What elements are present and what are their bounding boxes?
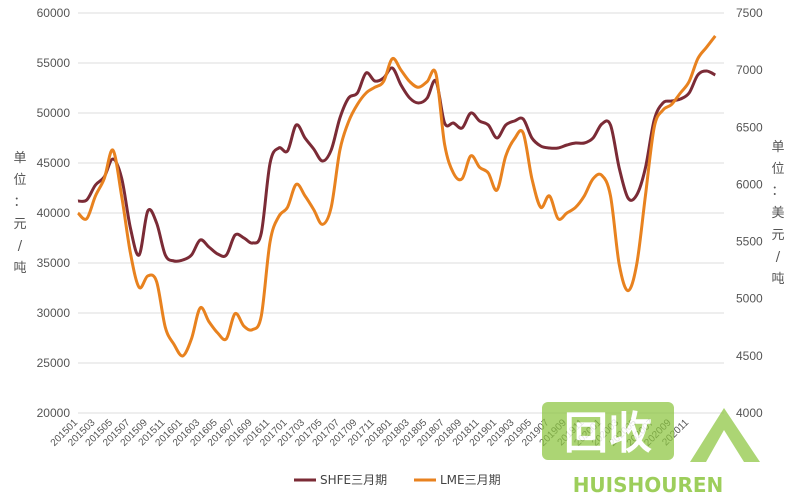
watermark-arrow-icon bbox=[690, 408, 760, 462]
y-right-tick-label: 4500 bbox=[736, 349, 763, 363]
left-axis-label: 单位：元/吨 bbox=[13, 151, 26, 276]
left-y-axis-ticks: 20000 25000 30000 35000 40000 45000 50000 55000… bbox=[37, 6, 71, 420]
y-left-tick-label: 20000 bbox=[37, 406, 71, 420]
y-left-tick-label: 55000 bbox=[37, 56, 71, 70]
y-right-tick-label: 7000 bbox=[736, 63, 763, 77]
y-left-tick-label: 60000 bbox=[37, 6, 71, 20]
y-right-tick-label: 6000 bbox=[736, 177, 763, 191]
left-axis-label-text: 单位：元/吨 bbox=[13, 151, 26, 276]
y-left-tick-label: 25000 bbox=[37, 356, 71, 370]
right-axis-label: 单位：美元/吨 bbox=[771, 140, 784, 287]
y-left-tick-label: 50000 bbox=[37, 106, 71, 120]
y-left-tick-label: 45000 bbox=[37, 156, 71, 170]
legend-label-shfe: SHFE三月期 bbox=[320, 473, 387, 487]
watermark-logo: 回收 HUISHOUREN bbox=[542, 402, 760, 497]
watermark-logo-text: 回收 bbox=[564, 408, 652, 459]
watermark-logo-box bbox=[542, 402, 674, 460]
y-right-tick-label: 7500 bbox=[736, 6, 763, 20]
y-left-tick-label: 35000 bbox=[37, 256, 71, 270]
y-left-tick-label: 40000 bbox=[37, 206, 71, 220]
watermark-domain-text: HUISHOUREN bbox=[573, 473, 724, 497]
right-axis-label-text: 单位：美元/吨 bbox=[771, 140, 784, 287]
legend-label-lme: LME三月期 bbox=[440, 473, 501, 487]
gridlines bbox=[78, 12, 724, 414]
y-right-tick-label: 5500 bbox=[736, 235, 763, 249]
y-left-tick-label: 30000 bbox=[37, 306, 71, 320]
legend: SHFE三月期 LME三月期 bbox=[294, 473, 501, 487]
y-right-tick-label: 6500 bbox=[736, 120, 763, 134]
y-right-tick-label: 5000 bbox=[736, 292, 763, 306]
y-right-tick-label: 4000 bbox=[736, 406, 763, 420]
right-y-axis-ticks: 4000 4500 5000 5500 6000 6500 7000 7500 bbox=[736, 6, 763, 420]
series-line-lme bbox=[76, 34, 717, 358]
series-lines bbox=[76, 34, 717, 358]
series-line-shfe bbox=[77, 66, 717, 263]
